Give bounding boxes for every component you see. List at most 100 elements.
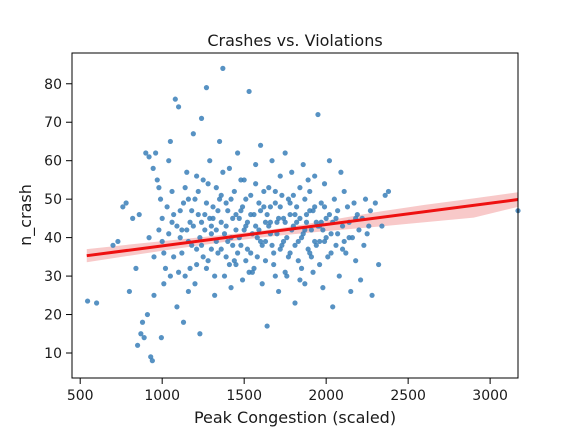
data-point (216, 196, 223, 202)
data-point (277, 246, 283, 252)
data-point (271, 261, 277, 268)
data-point (298, 265, 305, 271)
data-point (254, 254, 260, 260)
data-point (341, 188, 347, 195)
data-point (295, 258, 301, 264)
data-point (194, 173, 200, 179)
data-point (328, 250, 334, 256)
x-axis-label: Peak Congestion (scaled) (194, 408, 396, 427)
data-point (295, 238, 301, 245)
data-point (164, 204, 170, 210)
data-point (149, 358, 155, 364)
data-point (223, 223, 229, 229)
data-point (231, 188, 237, 195)
data-point (366, 223, 372, 229)
y-tick-label: 10 (44, 346, 62, 362)
data-point (156, 227, 162, 233)
data-point (225, 238, 231, 245)
data-point (205, 258, 211, 264)
data-point (84, 298, 91, 304)
data-point (167, 273, 173, 279)
data-point (200, 177, 206, 183)
data-point (190, 223, 196, 229)
data-point (205, 181, 211, 187)
data-point (231, 258, 237, 264)
data-point (272, 200, 278, 206)
data-point (320, 285, 326, 291)
data-point (279, 192, 285, 198)
data-point (274, 219, 280, 225)
data-point (331, 196, 337, 202)
data-point (235, 150, 241, 156)
data-point (198, 219, 205, 225)
data-point (161, 250, 167, 256)
data-point (220, 65, 226, 71)
data-point (200, 254, 206, 260)
data-point (236, 215, 242, 221)
data-point (302, 196, 308, 202)
data-point (198, 242, 205, 248)
data-point (305, 177, 311, 183)
data-point (218, 246, 224, 252)
data-point (177, 235, 183, 241)
x-tick-label: 3000 (472, 388, 508, 404)
x-tick-label: 2000 (308, 388, 344, 404)
data-point (376, 261, 382, 268)
data-point (294, 219, 300, 225)
data-point (233, 227, 239, 233)
data-point (146, 235, 152, 241)
data-point (315, 111, 321, 118)
data-point (174, 223, 180, 229)
regression-line-layer (86, 198, 519, 258)
data-point (321, 204, 328, 210)
data-point (171, 254, 177, 260)
data-point (287, 200, 293, 206)
data-point (369, 292, 375, 298)
x-tick-label: 1500 (226, 388, 262, 404)
data-point (294, 204, 300, 210)
data-point (326, 211, 333, 218)
data-point (264, 323, 270, 329)
data-point (253, 161, 259, 168)
data-point (167, 138, 173, 145)
data-point (161, 281, 167, 287)
data-point (162, 265, 169, 271)
data-point (330, 304, 336, 310)
data-point (344, 204, 351, 210)
data-point (303, 219, 310, 225)
data-point (248, 192, 254, 198)
data-point (136, 211, 142, 218)
data-point (195, 211, 201, 218)
data-point (310, 269, 316, 275)
data-point (221, 231, 228, 237)
data-point (202, 227, 208, 233)
data-point (271, 250, 277, 256)
data-point (180, 200, 187, 206)
points-layer (84, 65, 521, 364)
data-point (192, 196, 198, 202)
data-point (198, 115, 205, 121)
data-point (194, 261, 200, 268)
data-point (379, 223, 385, 229)
data-point (212, 273, 218, 279)
data-point (241, 227, 247, 233)
data-point (246, 88, 252, 95)
data-point (172, 96, 178, 102)
data-point (215, 250, 221, 256)
data-point (264, 211, 270, 218)
data-point (285, 254, 292, 260)
data-point (289, 169, 295, 175)
data-point (308, 227, 314, 233)
data-point (259, 242, 265, 248)
y-tick-label: 50 (44, 192, 62, 208)
data-point (197, 235, 203, 241)
data-point (210, 215, 216, 221)
data-point (230, 242, 236, 248)
data-point (156, 185, 162, 191)
data-point (261, 188, 267, 195)
data-point (262, 258, 269, 264)
y-tick-label: 30 (44, 269, 62, 285)
data-point (169, 219, 175, 225)
data-point (320, 227, 326, 233)
data-point (248, 211, 254, 218)
